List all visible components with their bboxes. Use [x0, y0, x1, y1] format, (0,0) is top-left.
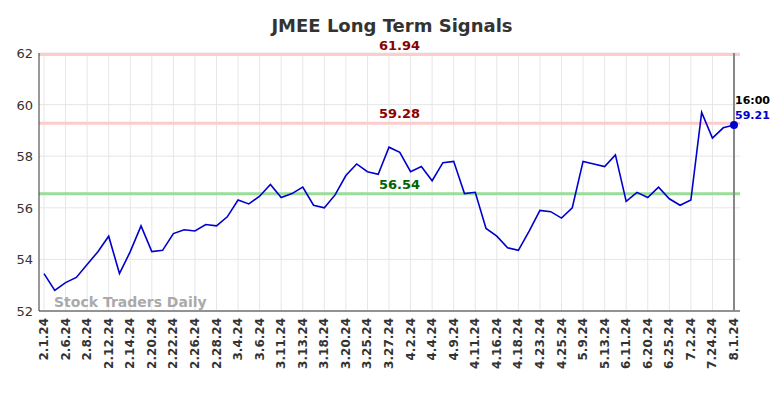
grid-line: [475, 53, 476, 311]
grid-line: [583, 53, 584, 311]
grid-line: [173, 53, 174, 311]
grid-line: [453, 53, 454, 311]
grid-line: [345, 53, 346, 311]
series: [44, 112, 738, 290]
x-tick-label: 4.16.24: [490, 318, 504, 369]
grid-line: [238, 53, 239, 311]
x-tick-label: 4.18.24: [511, 318, 525, 369]
reference-line: [39, 53, 740, 56]
x-tick-label: 7.2.24: [684, 318, 698, 361]
y-tick-label: 60: [16, 98, 33, 113]
x-tick-label: 7.24.24: [705, 318, 719, 369]
x-tick-label: 5.9.24: [576, 318, 590, 361]
grid-line: [690, 53, 691, 311]
grid-line: [367, 53, 368, 311]
y-tick-label: 54: [16, 252, 33, 267]
grid-line: [669, 53, 670, 311]
x-tick-label: 2.6.24: [59, 318, 73, 361]
grid-line: [561, 53, 562, 311]
reference-label: 56.54: [379, 177, 420, 192]
grid-line: [324, 53, 325, 311]
end-line: [733, 53, 735, 311]
x-tick-label: 6.25.24: [662, 318, 676, 369]
x-tick-label: 2.28.24: [210, 318, 224, 369]
x-tick-label: 3.4.24: [231, 318, 245, 361]
x-tick-label: 4.9.24: [447, 318, 461, 361]
x-tick-label: 3.20.24: [339, 318, 353, 369]
x-tick-label: 6.11.24: [619, 318, 633, 369]
reference-line: [39, 122, 740, 125]
x-tick-label: 4.4.24: [425, 318, 439, 361]
grid-line: [281, 53, 282, 311]
grid-line: [216, 53, 217, 311]
x-tick-label: 8.1.24: [727, 318, 741, 361]
x-tick-label: 2.14.24: [123, 318, 137, 369]
x-tick-label: 3.25.24: [360, 318, 374, 369]
end-value: 59.21: [735, 109, 770, 122]
x-tick-label: 2.1.24: [37, 318, 51, 361]
x-tick-label: 3.18.24: [317, 318, 331, 369]
grid-line: [626, 53, 627, 311]
chart: JMEE Long Term Signals 52 54 56 58 60 62 2.1.24…: [0, 0, 784, 398]
reference-label: 59.28: [379, 106, 420, 121]
grid-line: [151, 53, 152, 311]
y-axis: [39, 53, 40, 311]
grid-line: [65, 53, 66, 311]
x-tick-label: 4.23.24: [533, 318, 547, 369]
grid-line: [712, 53, 713, 311]
grid-line: [259, 53, 260, 311]
grid-line: [604, 53, 605, 311]
x-tick-label: 4.2.24: [404, 318, 418, 361]
x-tick-label: 2.22.24: [166, 318, 180, 369]
x-tick-label: 6.20.24: [641, 318, 655, 369]
grid-line: [302, 53, 303, 311]
grid-line: [44, 53, 45, 311]
grid-line: [496, 53, 497, 311]
end-time: 16:00: [735, 94, 770, 107]
x-tick-label: 5.13.24: [598, 318, 612, 369]
x-tick-label: 3.13.24: [296, 318, 310, 369]
y-tick-label: 52: [16, 304, 33, 319]
grid-line: [108, 53, 109, 311]
x-tick-label: 3.11.24: [274, 318, 288, 369]
x-tick-label: 2.26.24: [188, 318, 202, 369]
grid-line: [734, 53, 735, 311]
grid-line: [194, 53, 195, 311]
watermark: Stock Traders Daily: [54, 294, 207, 310]
x-tick-label: 4.11.24: [468, 318, 482, 369]
title: JMEE Long Term Signals: [269, 15, 512, 36]
grid-line: [130, 53, 131, 311]
x-tick-label: 2.20.24: [145, 318, 159, 369]
x-tick-label: 2.12.24: [102, 318, 116, 369]
x-tick-label: 4.25.24: [555, 318, 569, 369]
x-tick-label: 3.27.24: [382, 318, 396, 369]
x-tick-label: 3.6.24: [253, 318, 267, 361]
end-point: [730, 121, 738, 129]
price-line: [44, 112, 734, 290]
reference-label: 61.94: [379, 38, 420, 53]
grid-line: [518, 53, 519, 311]
grid-line: [647, 53, 648, 311]
grid-line: [39, 311, 740, 312]
x-axis: [39, 311, 740, 312]
y-tick-label: 58: [16, 149, 33, 164]
grid-line: [87, 53, 88, 311]
grid-line: [539, 53, 540, 311]
reference-lines: [39, 55, 740, 194]
x-tick-label: 2.8.24: [80, 318, 94, 361]
y-tick-label: 56: [16, 201, 33, 216]
y-tick-label: 62: [16, 46, 33, 61]
